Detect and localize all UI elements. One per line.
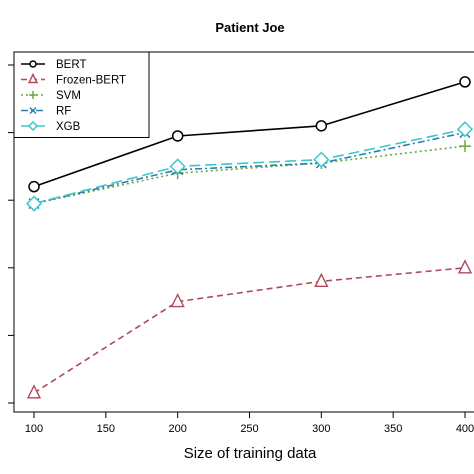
x-tick-label: 200 — [168, 423, 186, 435]
x-tick-label: 100 — [25, 423, 43, 435]
legend-item: RF — [21, 106, 71, 118]
series-xgb — [25, 121, 474, 212]
x-tick-label: 300 — [312, 423, 330, 435]
series-line — [33, 267, 466, 394]
cross-marker — [29, 106, 37, 115]
series-frozen-bert — [26, 259, 473, 399]
triangle-marker — [457, 259, 473, 274]
circle-marker — [315, 120, 328, 132]
series-line — [33, 81, 466, 188]
triangle-marker — [26, 384, 42, 399]
legend-label: RF — [56, 106, 71, 118]
circle-marker — [459, 76, 471, 88]
circle-marker — [29, 60, 37, 68]
circle-marker — [28, 180, 40, 193]
plot-frame — [13, 51, 474, 413]
circle-marker — [171, 130, 184, 142]
diamond-marker — [27, 120, 39, 132]
series-line — [33, 145, 466, 205]
legend-label: Frozen-BERT — [56, 75, 126, 87]
x-tick-label: 400 — [456, 423, 474, 435]
x-tick-label: 350 — [384, 423, 402, 435]
diamond-marker — [169, 158, 186, 175]
triangle-marker — [27, 72, 39, 84]
series-line — [33, 131, 466, 205]
x-tick-label: 150 — [97, 423, 115, 435]
legend-label: XGB — [56, 121, 81, 133]
diamond-marker — [456, 121, 474, 138]
diamond-marker — [313, 151, 330, 168]
triangle-marker — [314, 272, 329, 288]
legend-label: BERT — [56, 59, 86, 71]
triangle-marker — [170, 293, 185, 308]
chart-title: Patient Joe — [215, 20, 284, 35]
plus-marker — [459, 140, 471, 153]
series-svm — [28, 140, 471, 210]
series-rf — [28, 127, 471, 210]
legend-item: SVM — [21, 90, 81, 102]
legend-label: SVM — [56, 90, 81, 102]
legend-item: Frozen-BERT — [21, 72, 126, 87]
y-axis — [8, 64, 14, 404]
series-layer — [25, 76, 474, 399]
diamond-marker — [25, 195, 43, 212]
x-axis: 100 150 200 250 300 350 400 — [25, 412, 474, 435]
legend: BERT Frozen-BERT SVM RF XGB — [13, 51, 150, 138]
plus-marker — [29, 91, 37, 99]
series-line — [33, 128, 466, 205]
series-bert — [28, 76, 471, 193]
legend-item: BERT — [21, 59, 86, 71]
x-axis-label: Size of training data — [184, 445, 317, 462]
x-tick-label: 250 — [240, 423, 258, 435]
legend-item: XGB — [21, 120, 81, 133]
